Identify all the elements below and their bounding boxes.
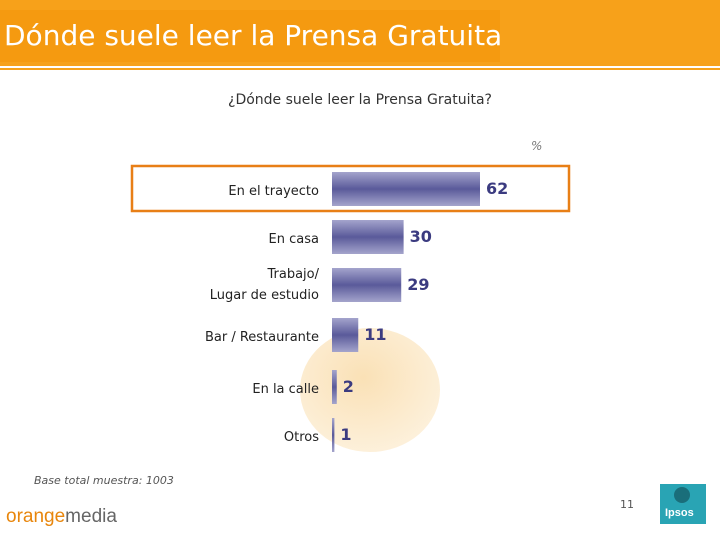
bar-bar-restaurante <box>332 318 359 352</box>
category-label-en-casa: En casa <box>269 232 319 247</box>
value-label-bar-restaurante: 11 <box>364 325 386 344</box>
logo-orange-text: orange <box>6 506 66 527</box>
orange-media-logo: orangemedia <box>6 506 117 528</box>
title-divider <box>0 68 720 70</box>
ipsos-logo-text: Ipsos <box>665 507 694 519</box>
value-label-trabajo-lugar-de-estudio: 29 <box>407 275 429 294</box>
title-highlight <box>0 10 500 62</box>
highlight-box <box>130 164 571 213</box>
category-label-en-el-trayecto: En el trayecto <box>228 184 319 199</box>
bar-en-el-trayecto <box>332 172 480 206</box>
bar-en-casa <box>332 220 404 254</box>
category-label-trabajo-lugar-de-estudio-1: Trabajo/ <box>266 267 319 282</box>
category-label-en-la-calle: En la calle <box>252 382 319 397</box>
value-label-en-la-calle: 2 <box>343 377 354 396</box>
bar-en-la-calle <box>332 370 337 404</box>
value-label-en-el-trayecto: 62 <box>486 179 508 198</box>
logo-media-text: media <box>65 506 117 527</box>
page-title: Dónde suele leer la Prensa Gratuita <box>4 19 503 52</box>
category-label-trabajo-lugar-de-estudio-2: Lugar de estudio <box>210 288 319 303</box>
value-label-en-casa: 30 <box>410 227 432 246</box>
bar-trabajo-lugar-de-estudio <box>332 268 402 302</box>
chart-title: ¿Dónde suele leer la Prensa Gratuita? <box>228 92 492 108</box>
background-fruit <box>300 328 440 452</box>
ipsos-mark-icon <box>674 487 690 503</box>
bar-otros <box>332 418 335 452</box>
ipsos-logo: Ipsos <box>660 484 706 524</box>
page-number: 11 <box>620 498 634 511</box>
category-label-bar-restaurante: Bar / Restaurante <box>205 330 319 345</box>
value-label-otros: 1 <box>340 425 351 444</box>
title-bar: Dónde suele leer la Prensa Gratuita <box>0 0 720 66</box>
base-note: Base total muestra: 1003 <box>34 474 174 487</box>
unit-label: % <box>531 139 543 153</box>
category-label-otros: Otros <box>284 430 319 445</box>
